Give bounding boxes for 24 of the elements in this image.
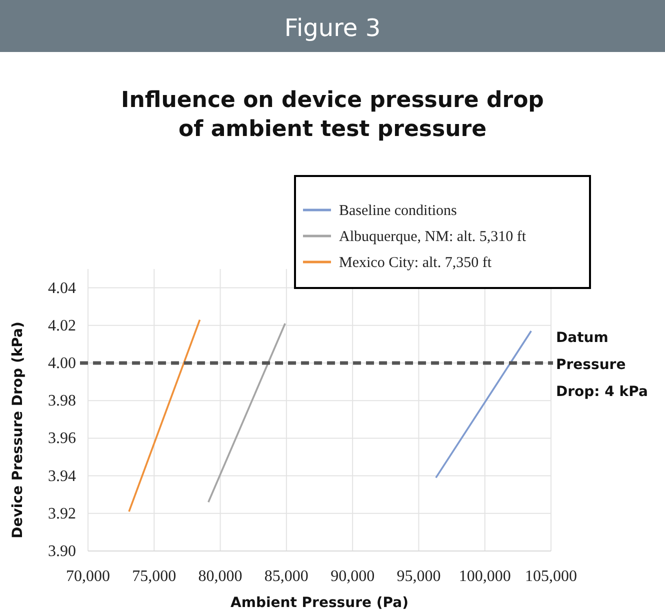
y-tick-label: 3.96 bbox=[48, 430, 76, 448]
x-tick-label: 85,000 bbox=[264, 568, 308, 585]
y-tick-label: 3.94 bbox=[48, 468, 76, 485]
x-tick-label: 105,000 bbox=[525, 568, 577, 585]
x-tick-label: 75,000 bbox=[132, 568, 176, 585]
x-tick-label: 100,000 bbox=[458, 568, 511, 585]
x-tick-label: 90,000 bbox=[330, 568, 375, 585]
legend-label: Baseline conditions bbox=[339, 203, 458, 219]
legend-label: Mexico City: alt. 7,350 ft bbox=[339, 255, 492, 271]
chart-title: Figure 3 bbox=[284, 14, 381, 42]
y-tick-label: 3.98 bbox=[48, 392, 76, 410]
y-tick-label: 3.92 bbox=[48, 505, 76, 522]
y-tick-label: 3.90 bbox=[48, 543, 76, 560]
x-tick-label: 95,000 bbox=[396, 568, 441, 585]
x-tick-label: 70,000 bbox=[66, 568, 110, 585]
y-axis-title: Device Pressure Drop (kPa) bbox=[10, 322, 26, 538]
ref-line-label: Datum Pressure Drop: 4 kPa bbox=[556, 330, 648, 400]
y-tick-label: 4.04 bbox=[48, 280, 76, 297]
y-tick-label: 4.02 bbox=[48, 317, 76, 334]
legend-label: Albuquerque, NM: alt. 5,310 ft bbox=[339, 229, 527, 245]
chart-subtitle: Influence on device pressure drop of ambient test pressure bbox=[121, 88, 544, 142]
x-axis-title: Ambient Pressure (Pa) bbox=[230, 595, 408, 611]
y-tick-label: 4.00 bbox=[48, 355, 76, 372]
x-tick-label: 80,000 bbox=[198, 568, 242, 585]
